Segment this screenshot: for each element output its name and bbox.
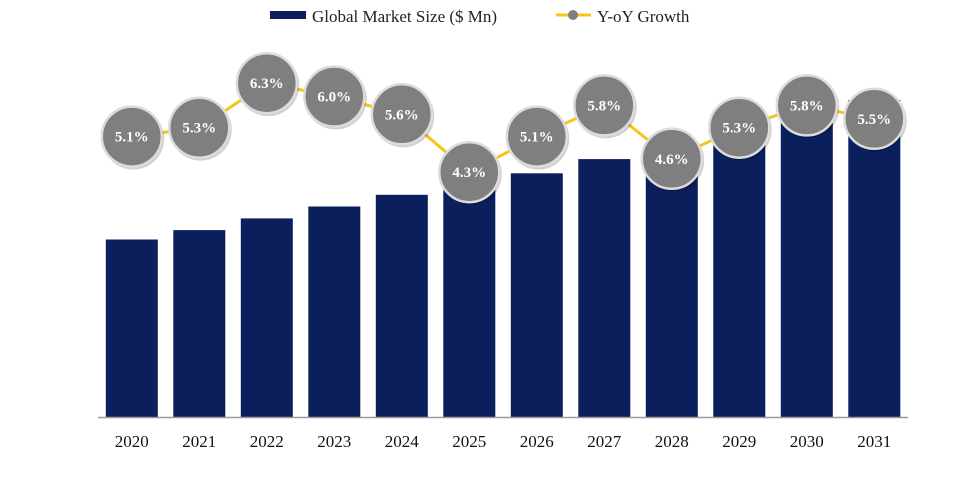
growth-point-2031: 5.5% <box>843 87 907 152</box>
growth-label-2027: 5.8% <box>587 98 621 114</box>
x-tick-2027: 2027 <box>587 432 622 451</box>
x-tick-2030: 2030 <box>790 432 824 451</box>
growth-label-2020: 5.1% <box>115 130 149 146</box>
bar-2020 <box>105 239 158 417</box>
growth-point-2027: 5.8% <box>573 74 637 139</box>
bar-2023 <box>308 206 361 417</box>
growth-point-2022: 6.3% <box>235 51 300 117</box>
x-tick-labels: 2020 2021 2022 2023 2024 2025 2026 2027 2028 2029… <box>115 432 891 451</box>
bar-2029 <box>713 133 766 417</box>
growth-point-2023: 6.0% <box>303 65 367 130</box>
x-tick-2025: 2025 <box>452 432 486 451</box>
legend-label-line: Y-oY Growth <box>597 7 690 26</box>
growth-label-2029: 5.3% <box>722 121 756 137</box>
growth-label-2022: 6.3% <box>250 76 284 92</box>
growth-label-2030: 5.8% <box>790 98 824 114</box>
growth-label-2025: 4.3% <box>452 165 486 181</box>
bar-2026 <box>510 173 563 417</box>
x-tick-2022: 2022 <box>250 432 284 451</box>
x-tick-2026: 2026 <box>520 432 554 451</box>
x-tick-2023: 2023 <box>317 432 351 451</box>
bar-2030 <box>780 116 833 417</box>
growth-point-2024: 5.6% <box>370 83 435 148</box>
x-tick-2031: 2031 <box>857 432 891 451</box>
bar-2021 <box>173 230 226 417</box>
growth-point-2025: 4.3% <box>438 140 502 206</box>
growth-point-2026: 5.1% <box>505 105 570 170</box>
bar-2031 <box>848 100 901 417</box>
growth-label-2028: 4.6% <box>655 152 689 168</box>
legend: Global Market Size ($ Mn) Y-oY Growth <box>270 7 690 26</box>
growth-point-2021: 5.3% <box>168 96 232 161</box>
x-tick-2029: 2029 <box>722 432 756 451</box>
growth-point-2020: 5.1% <box>100 105 165 170</box>
growth-label-2026: 5.1% <box>520 130 554 146</box>
legend-swatch-bars <box>270 11 306 19</box>
bar-2022 <box>240 218 293 417</box>
x-tick-2024: 2024 <box>385 432 420 451</box>
bar-2027 <box>578 159 631 417</box>
growth-point-2030: 5.8% <box>775 74 840 139</box>
bars-layer <box>105 100 901 417</box>
growth-point-2028: 4.6% <box>640 127 705 192</box>
x-tick-2028: 2028 <box>655 432 689 451</box>
legend-label-bars: Global Market Size ($ Mn) <box>312 7 497 26</box>
bar-2028 <box>645 147 698 417</box>
growth-label-2031: 5.5% <box>857 112 891 128</box>
growth-label-2024: 5.6% <box>385 107 419 123</box>
x-tick-2020: 2020 <box>115 432 149 451</box>
growth-label-2021: 5.3% <box>182 121 216 137</box>
growth-markers: 5.1% 5.3% 6.3% 6.0% 5.6% 4.3% 5.1% 5.8% 4.6% 5.3%… <box>100 51 907 206</box>
x-tick-2021: 2021 <box>182 432 216 451</box>
growth-label-2023: 6.0% <box>317 90 351 106</box>
growth-point-2029: 5.3% <box>708 96 772 161</box>
bar-2025 <box>443 185 496 417</box>
legend-swatch-marker <box>568 10 578 20</box>
bar-2024 <box>375 194 428 417</box>
